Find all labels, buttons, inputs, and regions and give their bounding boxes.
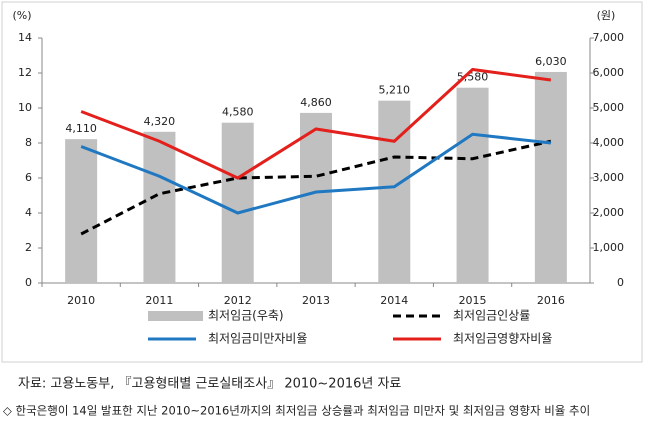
y-unit: (%) — [12, 9, 31, 22]
legend-label: 최저임금영향자비율 — [453, 332, 552, 346]
y-tick-label: 12 — [18, 66, 32, 79]
legend-label: 최저임금(우축) — [208, 309, 284, 323]
source: 자료: 고용노동부, 『고용형태별 근로실태조사』 2010~2016년 자료 — [18, 377, 401, 392]
y2-tick-label: 0 — [617, 276, 624, 289]
line — [80, 67, 552, 180]
y2-tick-label: 1,000 — [593, 241, 625, 254]
x-tick-label: 2015 — [459, 294, 487, 307]
y2-tick-label: 4,000 — [593, 136, 625, 149]
line — [80, 139, 552, 236]
y-tick-label: 8 — [25, 136, 32, 149]
caption: ◇ 한국은행이 14일 발표한 지난 2010~2016년까지의 최저임금 상승… — [3, 404, 590, 418]
bar — [143, 131, 176, 283]
y2-tick-label: 7,000 — [593, 31, 625, 44]
bar-value-label: 4,110 — [65, 122, 97, 135]
y2-unit: (원) — [597, 9, 616, 22]
bar — [221, 122, 254, 283]
y2-tick-label: 5,000 — [593, 101, 625, 114]
x-tick-label: 2013 — [302, 294, 330, 307]
y2-tick-label: 2,000 — [593, 206, 625, 219]
y-tick-label: 10 — [18, 101, 32, 114]
legend-label: 최저임금인상률 — [453, 309, 530, 323]
y2-tick-label: 3,000 — [593, 171, 625, 184]
bar-value-label: 5,210 — [379, 84, 411, 97]
bar — [456, 87, 489, 283]
y-tick-label: 2 — [25, 241, 32, 254]
bar — [378, 100, 411, 284]
bar-value-label: 4,860 — [300, 96, 332, 109]
x-tick-label: 2011 — [145, 294, 173, 307]
y-tick-label: 0 — [25, 276, 32, 289]
bar-value-label: 6,030 — [535, 55, 567, 68]
legend-label: 최저임금미만자비율 — [208, 332, 307, 346]
y-tick-label: 6 — [25, 171, 32, 184]
bar — [534, 71, 567, 283]
x-tick-label: 2016 — [537, 294, 565, 307]
bar — [65, 139, 98, 283]
x-tick-label: 2010 — [67, 294, 95, 307]
chart-frame — [1, 1, 643, 363]
y2-tick-label: 6,000 — [593, 66, 625, 79]
x-tick-label: 2012 — [224, 294, 252, 307]
bar-value-label: 4,580 — [222, 106, 254, 119]
y-tick-label: 4 — [25, 206, 32, 219]
y-tick-label: 14 — [18, 31, 32, 44]
x-tick-label: 2014 — [380, 294, 408, 307]
line — [80, 132, 552, 215]
bar — [300, 112, 332, 284]
bar-value-label: 4,320 — [144, 115, 176, 128]
bar-value-label: 5,580 — [457, 71, 489, 84]
legend-swatch — [148, 311, 203, 321]
